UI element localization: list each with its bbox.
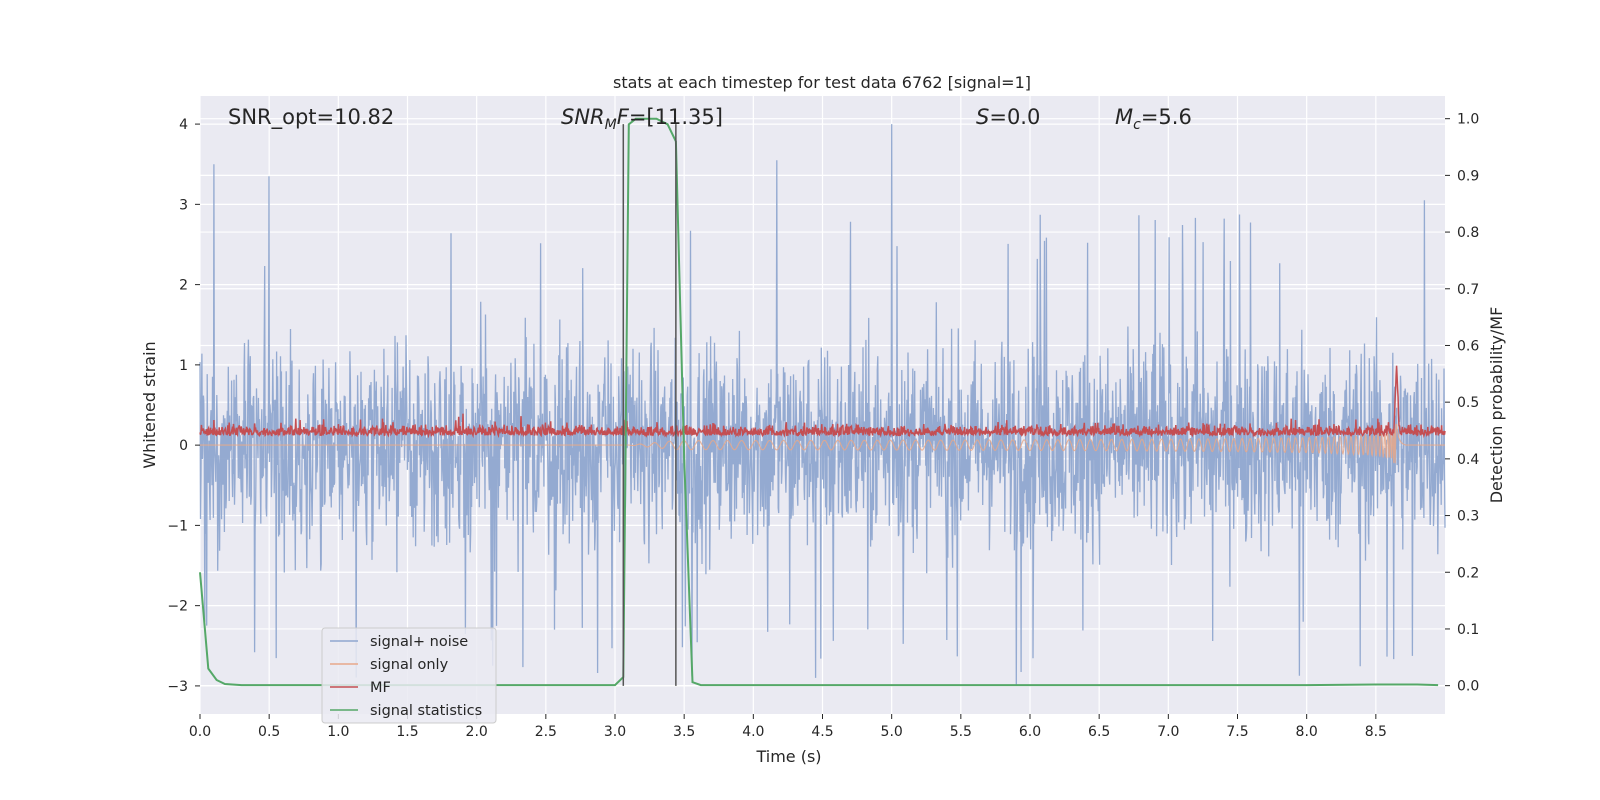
x-tick-label-11: 5.5 (950, 724, 972, 740)
annotation-mc-base: M (1115, 105, 1133, 129)
x-tick-label-8: 4.0 (742, 724, 764, 740)
x-axis-label: Time (s) (755, 747, 821, 766)
annotation-mc-value: =5.6 (1141, 105, 1192, 129)
x-tick-label-10: 5.0 (881, 724, 903, 740)
x-tick-label-0: 0.0 (189, 724, 211, 740)
x-tick-label-14: 7.0 (1157, 724, 1179, 740)
x-tick-label-5: 2.5 (535, 724, 557, 740)
legend-label-mf: MF (370, 680, 391, 696)
y-axis-label-right: Detection probability/MF (1487, 307, 1506, 504)
x-tick-label-13: 6.5 (1088, 724, 1110, 740)
x-tick-label-3: 1.5 (396, 724, 418, 740)
y-right-tick-label-8: 0.8 (1457, 225, 1479, 241)
legend-label-signal-only: signal only (370, 657, 449, 673)
y-right-tick-label-4: 0.4 (1457, 452, 1479, 468)
x-tick-label-4: 2.0 (466, 724, 488, 740)
annotation-snr-mf-sub: M (605, 117, 617, 133)
y-right-tick-label-2: 0.2 (1457, 565, 1479, 581)
y-right-tick-label-5: 0.5 (1457, 395, 1479, 411)
series-signal-noise-line (199, 124, 1446, 686)
y-right-tick-label-3: 0.3 (1457, 509, 1479, 525)
x-tick-label-12: 6.0 (1019, 724, 1041, 740)
chart-title: stats at each timestep for test data 676… (613, 73, 1031, 92)
y-left-tick-label-7: 4 (179, 117, 188, 133)
y-left-tick-label-0: −3 (167, 679, 188, 695)
x-tick-label-1: 0.5 (258, 724, 280, 740)
legend: signal+ noise signal only MF signal stat… (321, 627, 497, 724)
x-tick-label-17: 8.5 (1365, 724, 1387, 740)
y-left-tick-label-3: 0 (179, 438, 188, 454)
annotation-s-label: S (976, 105, 989, 129)
markers-layer (622, 124, 677, 686)
annotation-s: S=0.0 (976, 105, 1040, 129)
y-right-tick-label-6: 0.6 (1457, 338, 1479, 354)
x-tick-label-9: 4.5 (811, 724, 833, 740)
annotation-s-value: =0.0 (989, 105, 1040, 129)
annotation-mc: Mc=5.6 (1115, 105, 1192, 133)
legend-label-signal-statistics: signal statistics (370, 703, 482, 719)
series-layer (199, 117, 1446, 687)
y-right-tick-label-7: 0.7 (1457, 282, 1479, 298)
annotation-snr-mf-base: SNR (561, 105, 605, 129)
annotation-snr-mf-f: F (617, 105, 630, 129)
series-signal-statistics-line (199, 117, 1439, 687)
y-left-tick-label-5: 2 (179, 278, 188, 294)
y-left-tick-label-6: 3 (179, 197, 188, 213)
y-right-tick-label-0: 0.0 (1457, 679, 1479, 695)
y-right-tick-label-9: 0.9 (1457, 168, 1479, 184)
y-left-tick-label-1: −2 (167, 599, 188, 615)
annotation-snr-opt: SNR_opt=10.82 (228, 105, 394, 130)
x-tick-label-15: 7.5 (1226, 724, 1248, 740)
x-tick-label-7: 3.5 (673, 724, 695, 740)
y-axis-label-left: Whitened strain (140, 341, 159, 468)
y-left-tick-label-2: −1 (167, 518, 188, 534)
x-tick-label-6: 3.0 (604, 724, 626, 740)
legend-label-signal-noise: signal+ noise (370, 634, 468, 650)
annotation-snr-mf-value: =[11.35] (629, 105, 723, 129)
annotation-mc-sub: c (1133, 117, 1141, 133)
x-tick-label-16: 8.0 (1296, 724, 1318, 740)
y-left-tick-label-4: 1 (179, 358, 188, 374)
y-right-tick-label-1: 0.1 (1457, 622, 1479, 638)
series-signal-only-line (200, 423, 1445, 464)
axes-layer: 0.0 0.5 1.0 1.5 2.0 2.5 3.0 3.5 4.0 4.5 5.0 5.5 6.0 6… (167, 112, 1479, 740)
annotation-snr-mf: SNRMF=[11.35] (561, 105, 723, 133)
y-right-tick-label-10: 1.0 (1457, 112, 1479, 128)
legend-frame (321, 627, 497, 724)
series-mf-line (199, 365, 1446, 439)
x-tick-label-2: 1.0 (327, 724, 349, 740)
